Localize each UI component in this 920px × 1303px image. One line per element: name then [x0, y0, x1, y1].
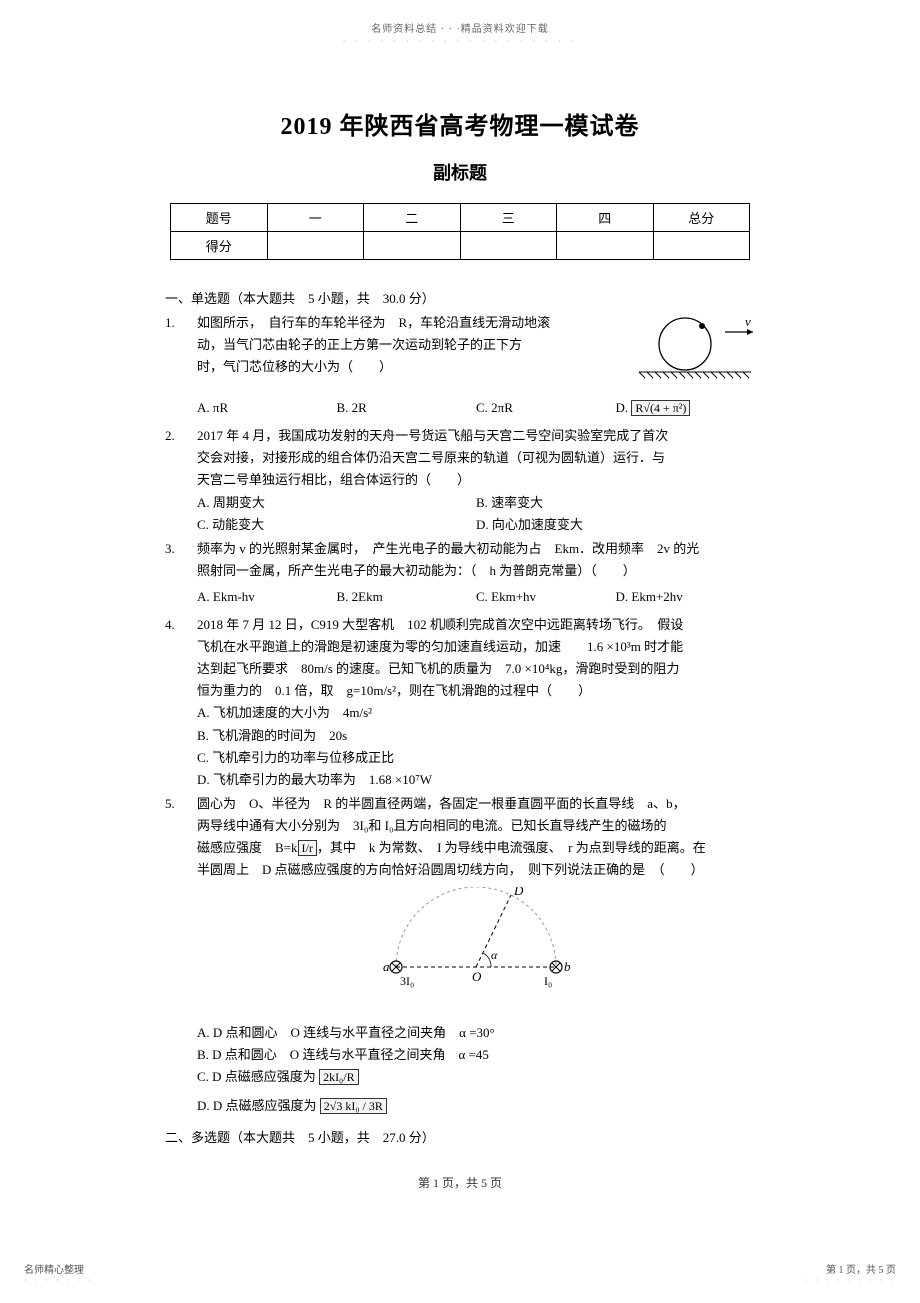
q3-option-b: B. 2Ekm [337, 586, 477, 608]
q5-line1: 圆心为 O、半径为 R 的半圆直径两端，各固定一根垂直圆平面的长直导线 a、b， [197, 793, 755, 815]
q5-option-d: D. D 点磁感应强度为 2√3 kI₀ / 3R [197, 1095, 755, 1117]
q5-l3-pre: 磁感应强度 B=k [197, 840, 298, 855]
question-number: 5. [165, 793, 197, 1117]
label-b: b [564, 959, 571, 974]
q5-line3: 磁感应强度 B=kI/r，其中 k 为常数、 I 为导线中电流强度、 r 为点到… [197, 837, 755, 859]
cell [557, 232, 654, 260]
q2-option-d: D. 向心加速度变大 [476, 514, 755, 536]
bottom-right-dots: · · · · · · · · · [805, 1276, 896, 1285]
question-number: 3. [165, 538, 197, 612]
header-note: 名师资料总结 · · ·精品资料欢迎下载 [60, 20, 860, 35]
q4-line3: 达到起飞所要求 80m/s 的速度。已知飞机的质量为 7.0 ×10⁴kg，滑跑… [197, 658, 755, 680]
q1-figure: v [635, 308, 755, 393]
bottom-left-text: 名师精心整理 [24, 1261, 94, 1276]
q1-option-d: D. R√(4 + π²) [616, 397, 756, 419]
q4-line1: 2018 年 7 月 12 日，C919 大型客机 102 机顺利完成首次空中远… [197, 614, 755, 636]
q5-option-c: C. D 点磁感应强度为 2kI₀/R [197, 1066, 755, 1088]
q5-line2: 两导线中通有大小分别为 3I₀和 I₀且方向相同的电流。已知长直导线产生的磁场的 [197, 815, 755, 837]
q3-line2: 照射同一金属，所产生光电子的最大初动能为：（ h 为普朗克常量）（ ） [197, 560, 755, 582]
question-3: 3. 频率为 v 的光照射某金属时， 产生光电子的最大初动能为占 Ekm．改用频… [165, 538, 755, 612]
opt-d-pre: D. D 点磁感应强度为 [197, 1098, 320, 1113]
cell: 二 [364, 204, 461, 232]
question-number: 2. [165, 425, 197, 535]
question-number: 1. [165, 312, 197, 423]
cell: 一 [267, 204, 364, 232]
label-I0: I₀ [544, 974, 552, 988]
question-5: 5. 圆心为 O、半径为 R 的半圆直径两端，各固定一根垂直圆平面的长直导线 a… [165, 793, 755, 1117]
q2-line3: 天宫二号单独运行相比，组合体运行的（ ） [197, 469, 755, 491]
q5-figure: α a b O D 3I₀ I₀ [197, 887, 755, 1004]
bottom-left-dots: · · · · · · · [24, 1276, 94, 1285]
label-a: a [383, 959, 390, 974]
bottom-left-note: 名师精心整理 · · · · · · · [24, 1261, 94, 1285]
opt-d-prefix: D. [616, 400, 632, 415]
q4-option-d: D. 飞机牵引力的最大功率为 1.68 ×10⁷W [197, 769, 755, 791]
q2-option-b: B. 速率变大 [476, 492, 755, 514]
subtitle: 副标题 [60, 159, 860, 185]
score-table: 题号 一 二 三 四 总分 得分 [170, 203, 750, 260]
label-alpha: α [491, 948, 498, 962]
formula-box: 2kI₀/R [319, 1069, 359, 1085]
cell: 题号 [171, 204, 268, 232]
opt-c-pre: C. D 点磁感应强度为 [197, 1069, 319, 1084]
table-row: 得分 [171, 232, 750, 260]
question-2: 2. 2017 年 4 月，我国成功发射的天舟一号货运飞船与天宫二号空间实验室完… [165, 425, 755, 535]
q5-option-a: A. D 点和圆心 O 连线与水平直径之间夹角 α =30° [197, 1022, 755, 1044]
q1-option-c: C. 2πR [476, 397, 616, 419]
q4-line4: 恒为重力的 0.1 倍，取 g=10m/s²，则在飞机滑跑的过程中（ ） [197, 680, 755, 702]
table-row: 题号 一 二 三 四 总分 [171, 204, 750, 232]
label-3I0: 3I₀ [400, 974, 414, 988]
section-2-header: 二、多选题（本大题共 5 小题，共 27.0 分） [165, 1127, 755, 1149]
q5-option-b: B. D 点和圆心 O 连线与水平直径之间夹角 α =45 [197, 1044, 755, 1066]
label-D: D [513, 887, 524, 898]
section-1-header: 一、单选题（本大题共 5 小题，共 30.0 分） [165, 288, 755, 310]
q3-line1: 频率为 v 的光照射某金属时， 产生光电子的最大初动能为占 Ekm．改用频率 2… [197, 538, 755, 560]
page-footer: 第 1 页，共 5 页 [165, 1173, 755, 1193]
question-4: 4. 2018 年 7 月 12 日，C919 大型客机 102 机顺利完成首次… [165, 614, 755, 791]
q3-option-c: C. Ekm+hv [476, 586, 616, 608]
q3-option-d: D. Ekm+2hv [616, 586, 756, 608]
cell [460, 232, 557, 260]
cell [653, 232, 750, 260]
label-O: O [472, 969, 482, 984]
q2-line2: 交会对接，对接形成的组合体仍沿天宫二号原来的轨道（可视为圆轨道）运行．与 [197, 447, 755, 469]
formula-box: 2√3 kI₀ / 3R [320, 1098, 387, 1114]
q2-option-c: C. 动能变大 [197, 514, 476, 536]
formula-box: I/r [298, 840, 317, 856]
q4-line2: 飞机在水平跑道上的滑跑是初速度为零的匀加速直线运动，加速 1.6 ×10³m 时… [197, 636, 755, 658]
cell: 三 [460, 204, 557, 232]
q1-option-b: B. 2R [337, 397, 477, 419]
main-title: 2019 年陕西省高考物理一模试卷 [60, 106, 860, 141]
header-dots: · · · · · · · · · · · · · · · · · · · [60, 37, 860, 46]
cell: 四 [557, 204, 654, 232]
cell [364, 232, 461, 260]
cell [267, 232, 364, 260]
label-v: v [745, 314, 751, 329]
formula-box: R√(4 + π²) [631, 400, 690, 416]
q2-line1: 2017 年 4 月，我国成功发射的天舟一号货运飞船与天宫二号空间实验室完成了首… [197, 425, 755, 447]
cell: 得分 [171, 232, 268, 260]
question-number: 4. [165, 614, 197, 791]
q4-option-a: A. 飞机加速度的大小为 4m/s² [197, 702, 755, 724]
bottom-right-text: 第 1 页，共 5 页 [805, 1261, 896, 1276]
q2-option-a: A. 周期变大 [197, 492, 476, 514]
q5-l3-post: ，其中 k 为常数、 I 为导线中电流强度、 r 为点到导线的距离。在 [317, 840, 706, 855]
q4-option-b: B. 飞机滑跑的时间为 20s [197, 725, 755, 747]
bottom-right-note: 第 1 页，共 5 页 · · · · · · · · · [805, 1261, 896, 1285]
q4-option-c: C. 飞机牵引力的功率与位移成正比 [197, 747, 755, 769]
question-1: 1. [165, 312, 755, 423]
q5-line4: 半圆周上 D 点磁感应强度的方向恰好沿圆周切线方向， 则下列说法正确的是 （ ） [197, 859, 755, 881]
q1-option-a: A. πR [197, 397, 337, 419]
q3-option-a: A. Ekm-hv [197, 586, 337, 608]
cell: 总分 [653, 204, 750, 232]
